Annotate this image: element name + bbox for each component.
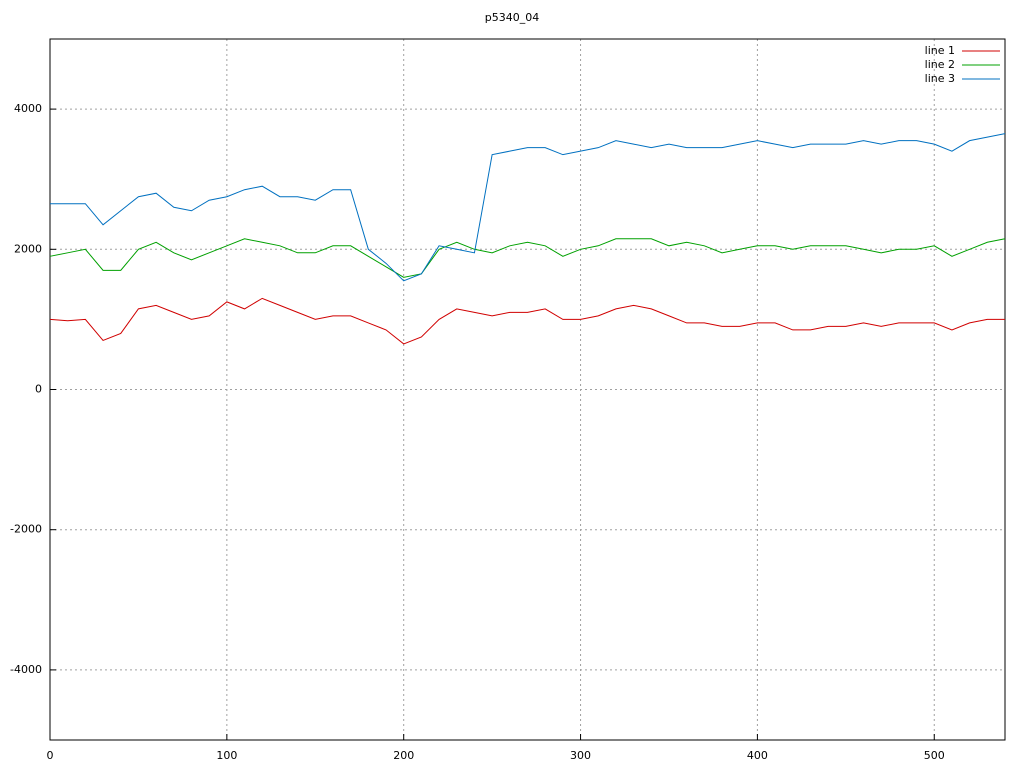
x-tick-label: 200 bbox=[393, 749, 414, 762]
data-line bbox=[49, 238, 1006, 278]
chart-title: p5340_04 bbox=[485, 11, 539, 24]
x-tick-label: 300 bbox=[570, 749, 591, 762]
y-tick-label: -4000 bbox=[10, 663, 42, 676]
data-line bbox=[50, 133, 1006, 282]
y-tick-label: -2000 bbox=[10, 523, 42, 536]
legend-label: line 3 bbox=[925, 72, 955, 85]
x-tick-label: 400 bbox=[747, 749, 768, 762]
x-tick-label: 500 bbox=[924, 749, 945, 762]
plot-border bbox=[49, 38, 1006, 741]
y-tick-label: 0 bbox=[35, 383, 42, 396]
x-tick-label: 100 bbox=[216, 749, 237, 762]
legend-label: line 2 bbox=[925, 58, 955, 71]
x-tick-label: 0 bbox=[47, 749, 54, 762]
legend-label: line 1 bbox=[925, 44, 955, 57]
data-line bbox=[49, 297, 1005, 345]
y-tick-label: 4000 bbox=[14, 102, 42, 115]
y-tick-label: 2000 bbox=[14, 242, 42, 255]
